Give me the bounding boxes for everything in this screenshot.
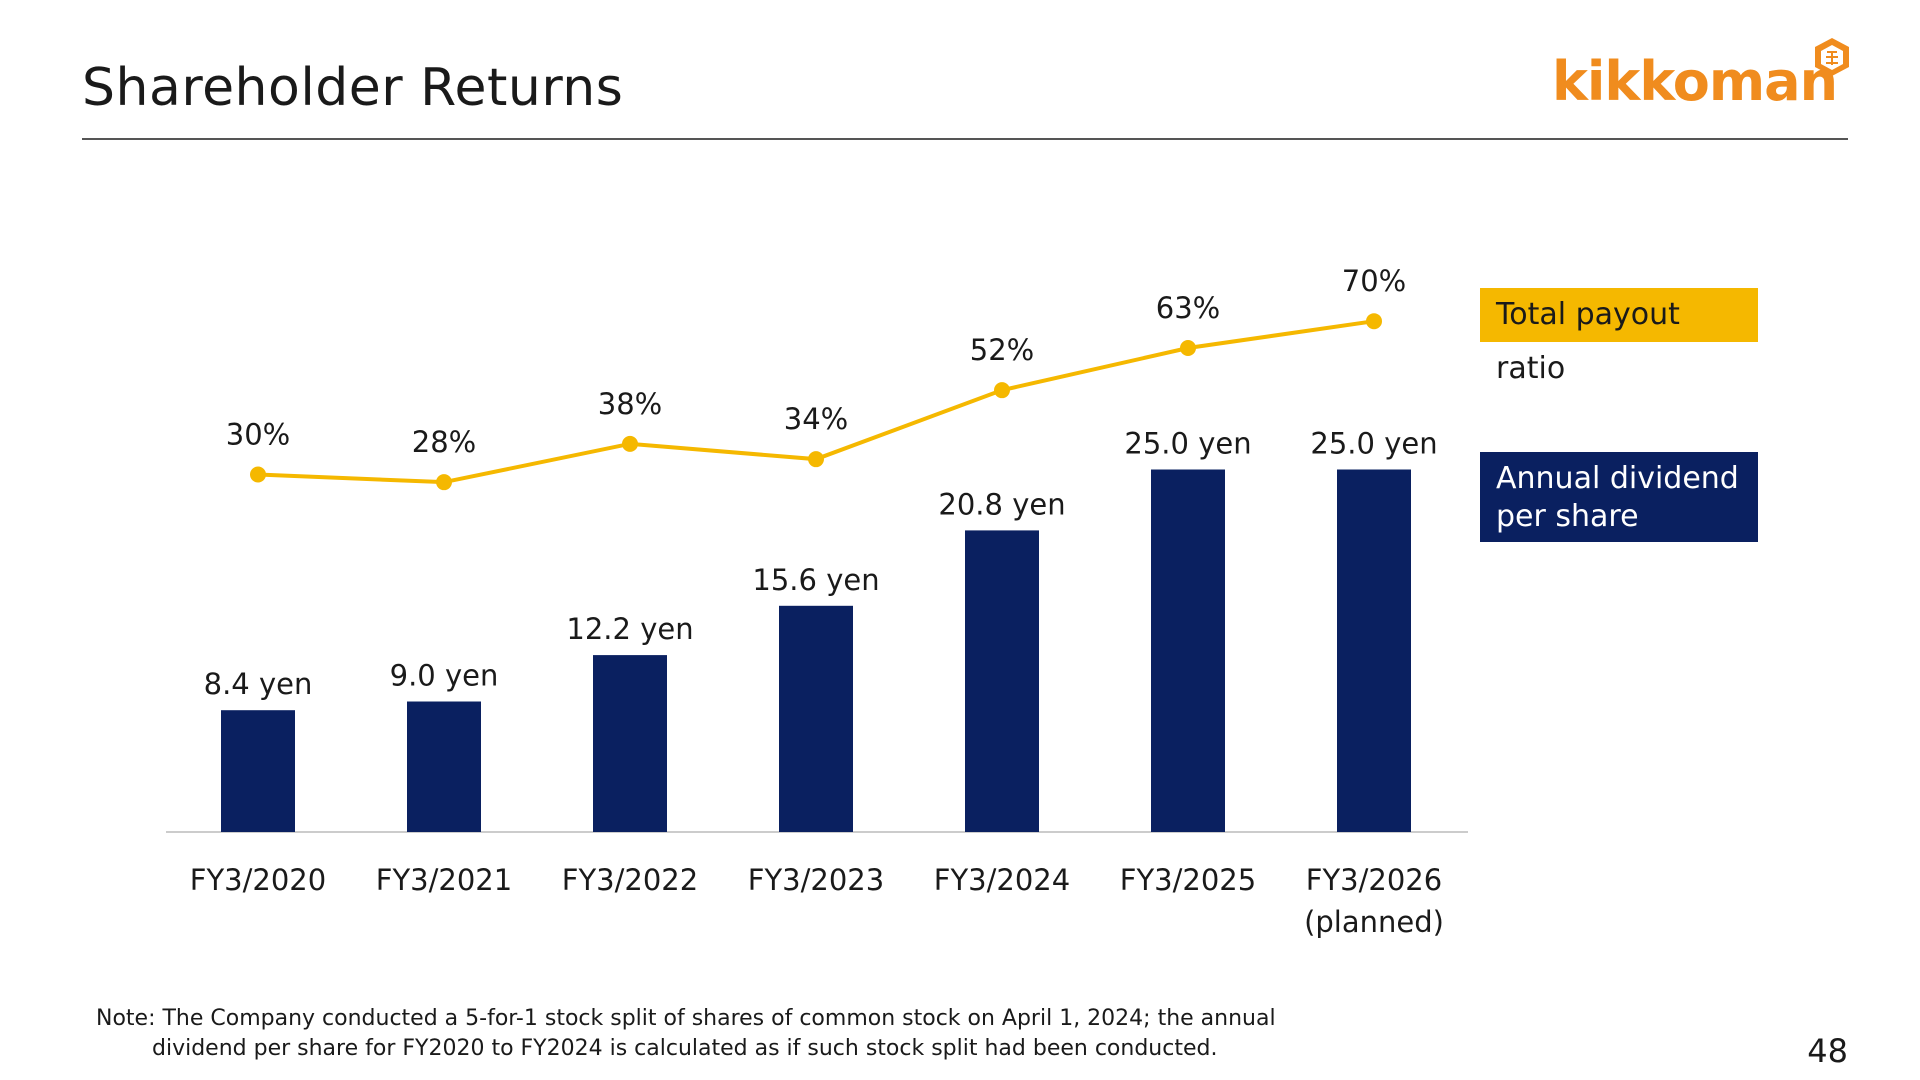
- x-tick-label: FY3/2024: [934, 863, 1070, 897]
- dividend-bar-label: 12.2 yen: [566, 612, 693, 646]
- x-tick-label: FY3/2026: [1306, 863, 1442, 897]
- shareholder-returns-chart: 8.4 yen FY3/2020 9.0 yen FY3/2021 12.2 yen FY…: [166, 264, 1468, 939]
- footnote-line2: dividend per share for FY2020 to FY2024 …: [152, 1036, 1218, 1061]
- dividend-bar: [221, 710, 295, 832]
- title-divider: [82, 138, 1848, 140]
- x-tick-label: FY3/2023: [748, 863, 884, 897]
- payout-ratio-label: 30%: [226, 418, 290, 452]
- dividend-bar-label: 9.0 yen: [390, 659, 499, 693]
- payout-ratio-label: 70%: [1342, 264, 1406, 298]
- dividend-bar: [1151, 469, 1225, 832]
- payout-ratio-point: [436, 474, 452, 491]
- payout-ratio-label: 52%: [970, 333, 1034, 367]
- dividend-bar: [593, 655, 667, 832]
- payout-ratio-point: [808, 451, 824, 468]
- payout-ratio-point: [250, 466, 266, 483]
- logo-hexagon-icon: [1815, 38, 1849, 76]
- page-number: 48: [1807, 1032, 1848, 1070]
- kikkoman-logo: kikkoman: [1548, 36, 1858, 116]
- legend-total-payout-ratio: Total payout ratio: [1480, 288, 1758, 386]
- x-tick-sublabel: (planned): [1304, 905, 1444, 939]
- footnote: Note: The Company conducted a 5-for-1 st…: [96, 1004, 1276, 1064]
- dividend-bar-label: 20.8 yen: [938, 487, 1065, 521]
- dividend-bar: [1337, 469, 1411, 832]
- payout-ratio-point: [994, 382, 1010, 399]
- legend-dividend-line2: per share: [1496, 499, 1639, 534]
- payout-ratio-label: 38%: [598, 387, 662, 421]
- legend-dividend-line1: Annual dividend: [1496, 461, 1739, 496]
- logo-wordmark: kikkoman: [1552, 50, 1838, 113]
- dividend-bar-label: 8.4 yen: [204, 667, 313, 701]
- payout-ratio-point: [1366, 313, 1382, 330]
- legend-annual-dividend: Annual dividend per share: [1480, 452, 1758, 542]
- x-tick-label: FY3/2022: [562, 863, 698, 897]
- payout-ratio-point: [622, 435, 638, 452]
- dividend-bar: [779, 605, 853, 832]
- x-tick-label: FY3/2025: [1120, 863, 1256, 897]
- dividend-bar: [407, 701, 481, 832]
- dividend-bar-label: 25.0 yen: [1310, 427, 1437, 461]
- dividend-bar: [965, 530, 1039, 832]
- page-title: Shareholder Returns: [82, 58, 624, 118]
- payout-ratio-label: 28%: [412, 425, 476, 459]
- payout-ratio-label: 63%: [1156, 291, 1220, 325]
- x-tick-label: FY3/2021: [376, 863, 512, 897]
- dividend-bar-label: 15.6 yen: [752, 563, 879, 597]
- dividend-bar-label: 25.0 yen: [1124, 427, 1251, 461]
- payout-ratio-point: [1180, 340, 1196, 357]
- payout-ratio-label: 34%: [784, 402, 848, 436]
- footnote-line1: Note: The Company conducted a 5-for-1 st…: [96, 1006, 1276, 1031]
- x-tick-label: FY3/2020: [190, 863, 326, 897]
